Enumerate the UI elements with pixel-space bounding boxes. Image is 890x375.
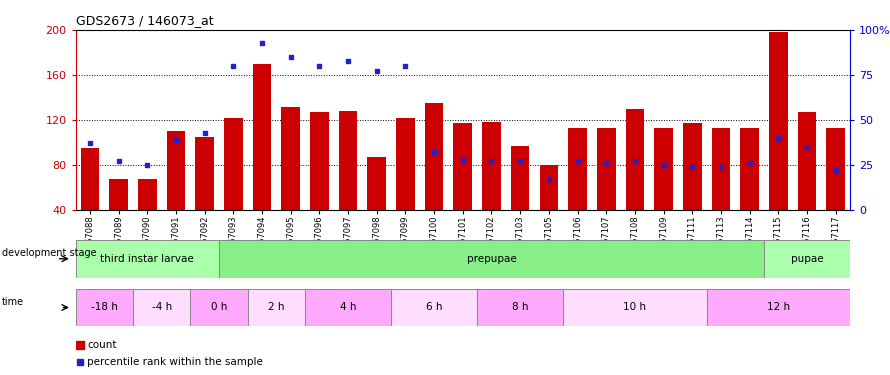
Bar — [539, 165, 558, 210]
Bar — [76, 240, 219, 278]
Text: GDS2673 / 146073_at: GDS2673 / 146073_at — [76, 15, 214, 27]
Bar — [511, 146, 530, 210]
Text: -4 h: -4 h — [151, 303, 172, 312]
Bar — [683, 123, 701, 210]
Bar — [626, 109, 644, 210]
Bar — [310, 112, 328, 210]
Bar — [138, 178, 157, 210]
Text: 12 h: 12 h — [766, 303, 789, 312]
Bar — [568, 128, 587, 210]
Bar — [740, 128, 759, 210]
Text: 8 h: 8 h — [512, 303, 529, 312]
Bar — [166, 131, 185, 210]
Bar — [707, 289, 850, 326]
Text: 10 h: 10 h — [623, 303, 646, 312]
Bar — [797, 112, 816, 210]
Bar — [76, 289, 133, 326]
Bar — [425, 103, 443, 210]
Bar — [826, 128, 845, 210]
Bar — [391, 289, 477, 326]
Bar — [454, 123, 472, 210]
Text: percentile rank within the sample: percentile rank within the sample — [87, 357, 263, 367]
Bar — [396, 118, 415, 210]
Bar — [81, 148, 100, 210]
Bar — [133, 289, 190, 326]
Bar — [253, 64, 271, 210]
Bar — [764, 240, 850, 278]
Bar — [339, 111, 358, 210]
Text: prepupae: prepupae — [466, 254, 516, 264]
Bar — [281, 106, 300, 210]
Bar — [654, 128, 673, 210]
Bar — [190, 289, 247, 326]
Bar — [769, 32, 788, 210]
Bar — [196, 137, 214, 210]
Bar — [109, 178, 128, 210]
Bar — [482, 122, 501, 210]
Text: -18 h: -18 h — [91, 303, 117, 312]
Bar — [477, 289, 563, 326]
Text: 4 h: 4 h — [340, 303, 356, 312]
Bar — [368, 157, 386, 210]
Text: time: time — [2, 297, 24, 307]
Bar — [305, 289, 391, 326]
Text: 0 h: 0 h — [211, 303, 227, 312]
Bar — [712, 128, 730, 210]
Text: 2 h: 2 h — [268, 303, 285, 312]
Text: pupae: pupae — [790, 254, 823, 264]
Text: 6 h: 6 h — [426, 303, 442, 312]
Bar — [224, 118, 243, 210]
Bar — [563, 289, 707, 326]
Text: third instar larvae: third instar larvae — [101, 254, 194, 264]
Bar — [219, 240, 764, 278]
Bar — [247, 289, 305, 326]
Text: development stage: development stage — [2, 248, 96, 258]
Bar — [597, 128, 616, 210]
Text: count: count — [87, 340, 117, 350]
